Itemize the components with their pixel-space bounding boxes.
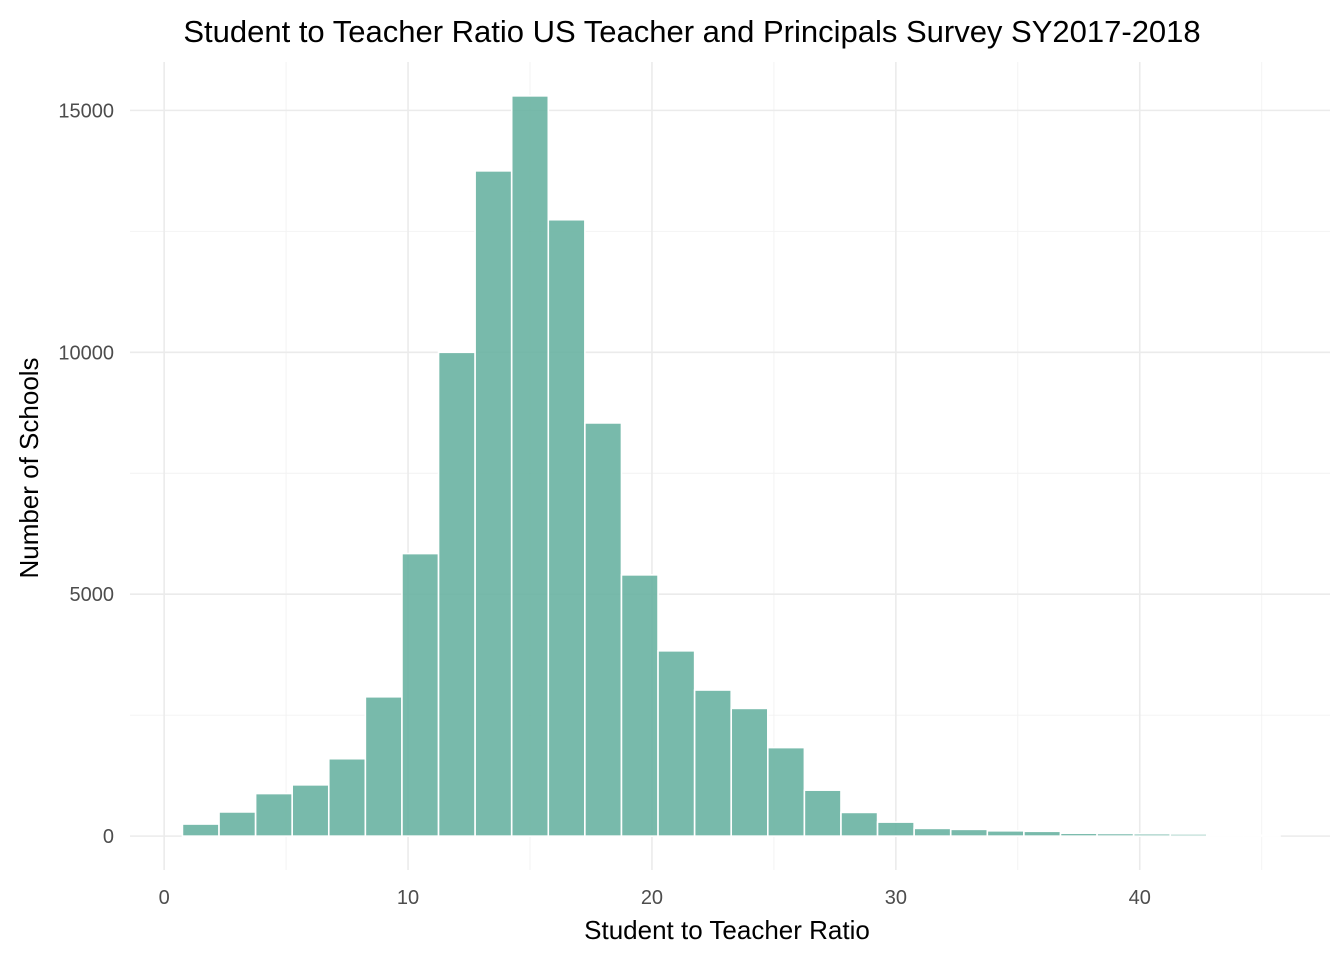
y-axis-ticks: 0 5000 10000 15000 (58, 100, 114, 848)
histogram-bar (620, 574, 659, 837)
histogram-bar (327, 757, 367, 837)
x-axis-ticks: 0 10 20 30 40 (159, 887, 1151, 909)
x-tick-label: 10 (397, 887, 419, 909)
y-tick-label: 0 (103, 826, 114, 848)
histogram-bar (291, 784, 330, 837)
histogram-bars (181, 95, 1281, 837)
x-axis-title: Student to Teacher Ratio (584, 915, 870, 945)
y-tick-label: 15000 (58, 100, 114, 122)
histogram-bar (1096, 832, 1135, 837)
histogram-bar (437, 351, 476, 837)
x-tick-label: 40 (1129, 887, 1151, 909)
histogram-bar (913, 827, 952, 837)
histogram-bar (876, 821, 915, 837)
x-tick-label: 30 (885, 887, 907, 909)
histogram-bar (1132, 832, 1172, 837)
histogram-bar (803, 789, 842, 837)
x-tick-label: 0 (159, 887, 170, 909)
histogram-bar (1023, 830, 1062, 837)
histogram-bar (1169, 833, 1208, 837)
histogram-bar (693, 689, 733, 837)
histogram-bar (547, 218, 586, 837)
histogram-bar (254, 792, 293, 837)
histogram-bar (1206, 833, 1245, 837)
histogram-bar (986, 830, 1025, 837)
histogram-bar (181, 823, 220, 837)
y-axis-title: Number of Schools (14, 357, 44, 578)
y-tick-label: 10000 (58, 342, 114, 364)
histogram-bar (364, 695, 403, 837)
chart-title: Student to Teacher Ratio US Teacher and … (183, 14, 1200, 49)
histogram-bar (401, 552, 440, 837)
x-tick-label: 20 (641, 887, 663, 909)
histogram-bar (767, 746, 806, 837)
histogram-bar (584, 422, 623, 837)
y-tick-label: 5000 (70, 584, 115, 606)
histogram-bar (218, 811, 257, 837)
histogram-bar (1059, 832, 1098, 837)
histogram-bar (840, 811, 879, 837)
histogram-bar (474, 170, 513, 837)
histogram-bar (949, 828, 989, 837)
histogram-bar (510, 95, 550, 837)
histogram-bar (1242, 834, 1281, 837)
histogram-bar (657, 650, 696, 837)
histogram-bar (730, 707, 769, 837)
